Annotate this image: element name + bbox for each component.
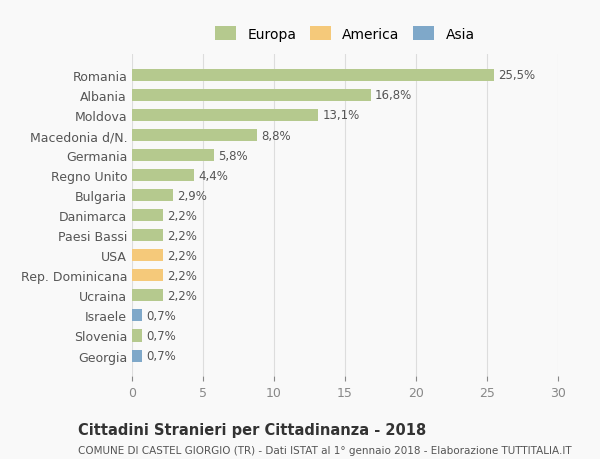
Bar (132, 210, 163, 222)
Text: 2,2%: 2,2% (167, 289, 197, 302)
Text: 4,4%: 4,4% (199, 169, 229, 182)
Text: 2,2%: 2,2% (167, 229, 197, 242)
Text: 25,5%: 25,5% (499, 69, 535, 82)
Bar (132, 70, 494, 82)
Bar (132, 190, 173, 202)
Legend: Europa, America, Asia: Europa, America, Asia (209, 20, 482, 49)
Bar (132, 350, 142, 362)
Bar (132, 110, 318, 122)
Bar (132, 230, 163, 242)
Text: 0,7%: 0,7% (146, 309, 176, 322)
Text: 5,8%: 5,8% (218, 149, 248, 162)
Text: 8,8%: 8,8% (261, 129, 291, 142)
Bar (132, 150, 214, 162)
Text: Cittadini Stranieri per Cittadinanza - 2018: Cittadini Stranieri per Cittadinanza - 2… (78, 422, 426, 437)
Text: 0,7%: 0,7% (146, 349, 176, 362)
Text: 0,7%: 0,7% (146, 329, 176, 342)
Text: 16,8%: 16,8% (375, 89, 412, 102)
Bar (132, 290, 163, 302)
Text: COMUNE DI CASTEL GIORGIO (TR) - Dati ISTAT al 1° gennaio 2018 - Elaborazione TUT: COMUNE DI CASTEL GIORGIO (TR) - Dati IST… (78, 445, 572, 455)
Text: 2,2%: 2,2% (167, 249, 197, 262)
Text: 2,2%: 2,2% (167, 209, 197, 222)
Bar (132, 330, 142, 342)
Bar (132, 130, 257, 142)
Text: 13,1%: 13,1% (322, 109, 359, 122)
Text: 2,9%: 2,9% (178, 189, 208, 202)
Bar (132, 90, 371, 102)
Text: 2,2%: 2,2% (167, 269, 197, 282)
Bar (132, 170, 194, 182)
Bar (132, 310, 142, 322)
Bar (132, 250, 163, 262)
Bar (132, 270, 163, 282)
